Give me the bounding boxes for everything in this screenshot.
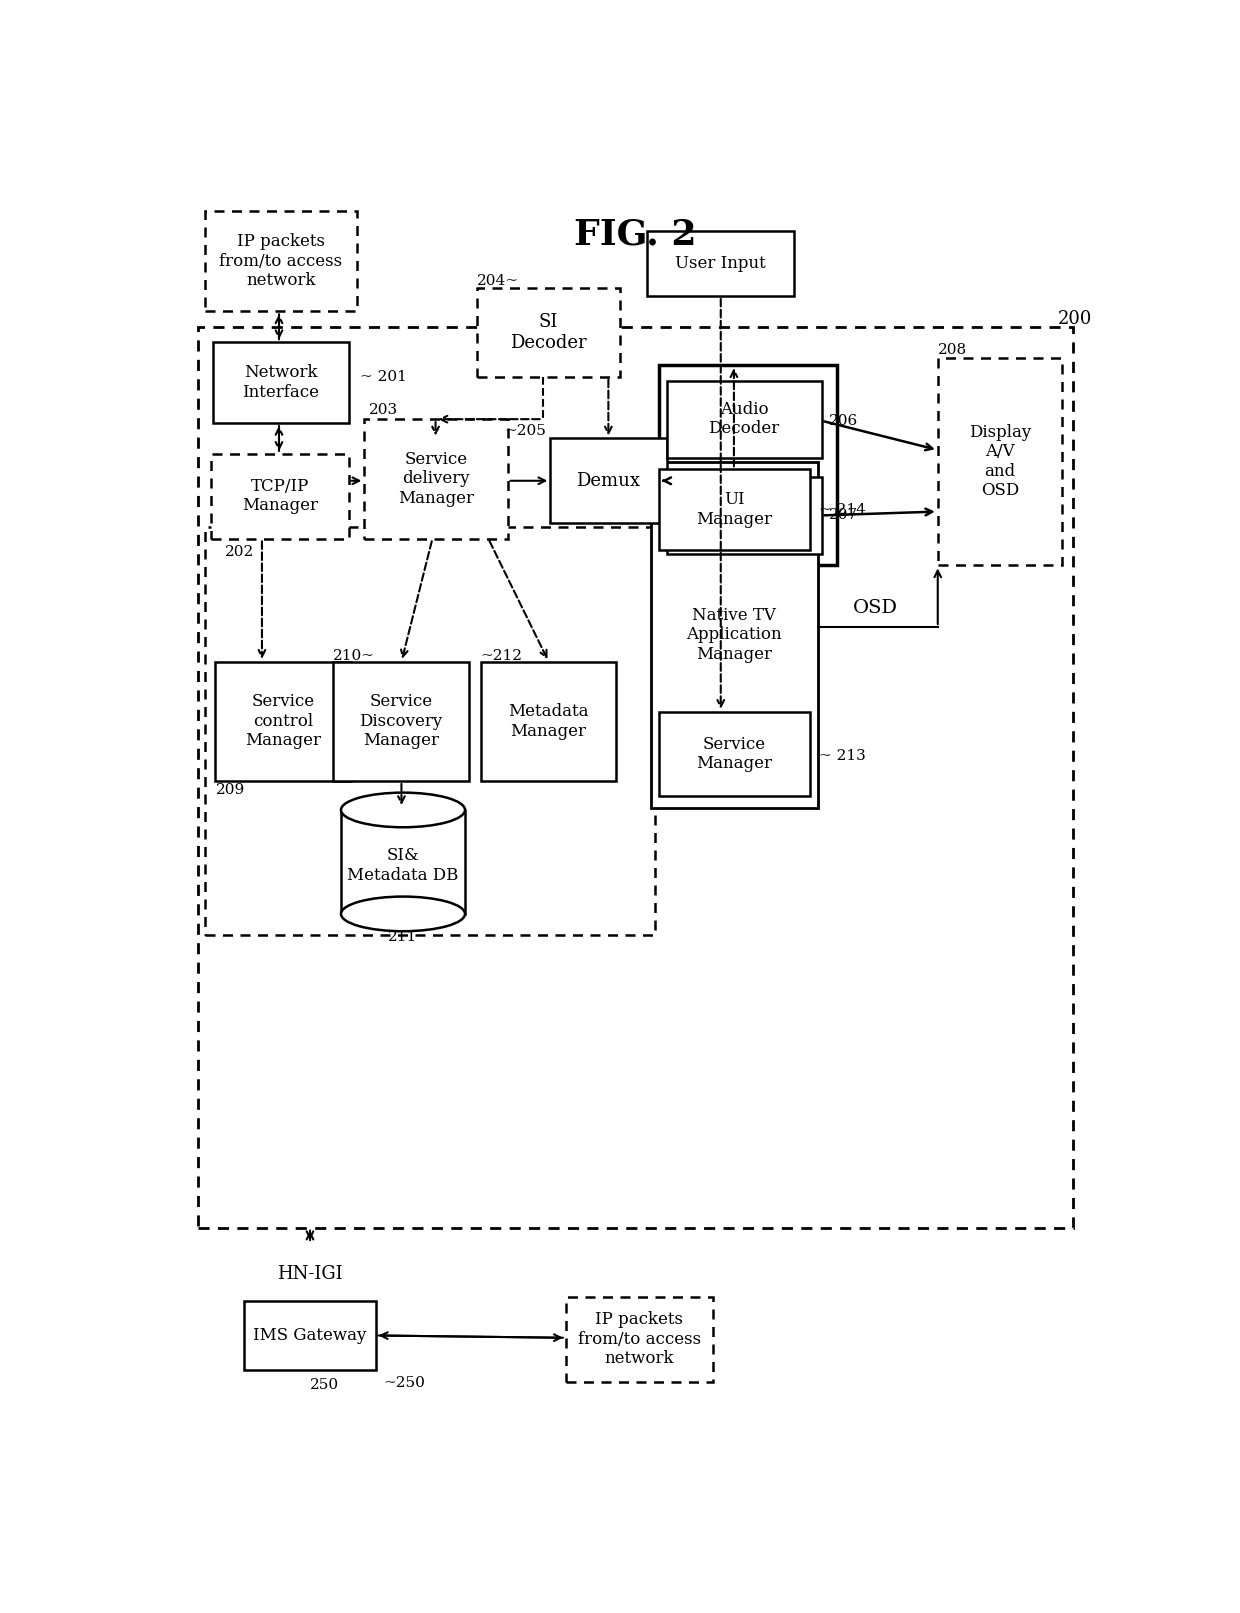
Bar <box>216 661 351 781</box>
Text: 200: 200 <box>1058 310 1092 327</box>
Text: 250: 250 <box>310 1378 339 1392</box>
Text: ~205: ~205 <box>505 424 547 437</box>
Text: 208: 208 <box>937 344 967 356</box>
Bar <box>667 381 821 458</box>
Bar <box>551 439 667 523</box>
Bar <box>341 810 465 915</box>
Text: HN-IGI: HN-IGI <box>278 1265 342 1282</box>
Bar <box>658 469 810 550</box>
Bar <box>565 1297 713 1382</box>
Bar <box>206 527 655 936</box>
Bar <box>658 365 837 566</box>
Text: ~250: ~250 <box>383 1376 425 1390</box>
Text: Network
Interface: Network Interface <box>243 365 320 402</box>
Bar <box>667 477 821 553</box>
Text: User Input: User Input <box>676 255 766 271</box>
Text: 203: 203 <box>370 403 398 416</box>
Bar <box>481 661 616 781</box>
Text: SI&
Metadata DB: SI& Metadata DB <box>347 847 459 884</box>
Text: Display
A/V
and
OSD: Display A/V and OSD <box>968 424 1030 500</box>
Bar <box>197 327 1074 1227</box>
Text: Demux: Demux <box>577 471 640 490</box>
Text: 209: 209 <box>216 784 244 797</box>
Ellipse shape <box>341 897 465 931</box>
Text: ~ 201: ~ 201 <box>361 369 407 384</box>
Text: Service
Discovery
Manager: Service Discovery Manager <box>360 694 443 750</box>
Bar <box>658 711 810 797</box>
Text: 207: 207 <box>830 508 858 523</box>
Text: Audio
Decoder: Audio Decoder <box>708 402 780 437</box>
Bar <box>937 358 1061 566</box>
Text: UI
Manager: UI Manager <box>697 492 773 527</box>
Ellipse shape <box>341 792 465 827</box>
Text: Metadata
Manager: Metadata Manager <box>508 703 589 740</box>
Text: Service
Manager: Service Manager <box>697 736 773 773</box>
Bar <box>476 289 620 377</box>
Text: IP packets
from/to access
network: IP packets from/to access network <box>578 1311 701 1368</box>
Text: 211: 211 <box>388 929 418 944</box>
Bar <box>244 1300 376 1369</box>
Text: Native TV
Application
Manager: Native TV Application Manager <box>686 606 781 663</box>
Text: ~ 213: ~ 213 <box>820 750 866 763</box>
Text: OSD: OSD <box>853 598 898 616</box>
Text: 202: 202 <box>224 545 254 558</box>
Text: IP packets
from/to access
network: IP packets from/to access network <box>219 234 342 289</box>
Bar <box>211 453 348 539</box>
Text: 210~: 210~ <box>334 648 376 663</box>
Text: 204~: 204~ <box>476 274 518 287</box>
Text: 206: 206 <box>830 413 858 427</box>
Text: Video
Decoder: Video Decoder <box>708 497 780 534</box>
Text: IMS Gateway: IMS Gateway <box>253 1327 367 1344</box>
Text: ~ 214: ~ 214 <box>820 503 866 518</box>
Bar <box>651 461 817 808</box>
Text: ~212: ~212 <box>481 648 522 663</box>
Text: FIG. 2: FIG. 2 <box>574 218 697 252</box>
Text: TCP/IP
Manager: TCP/IP Manager <box>242 477 317 515</box>
Text: Service
control
Manager: Service control Manager <box>246 694 321 750</box>
Text: SI
Decoder: SI Decoder <box>510 313 587 352</box>
Text: Service
delivery
Manager: Service delivery Manager <box>398 450 474 506</box>
Bar <box>365 419 507 539</box>
Bar <box>213 342 348 423</box>
Bar <box>206 211 357 311</box>
Bar <box>647 231 795 295</box>
Bar <box>334 661 469 781</box>
